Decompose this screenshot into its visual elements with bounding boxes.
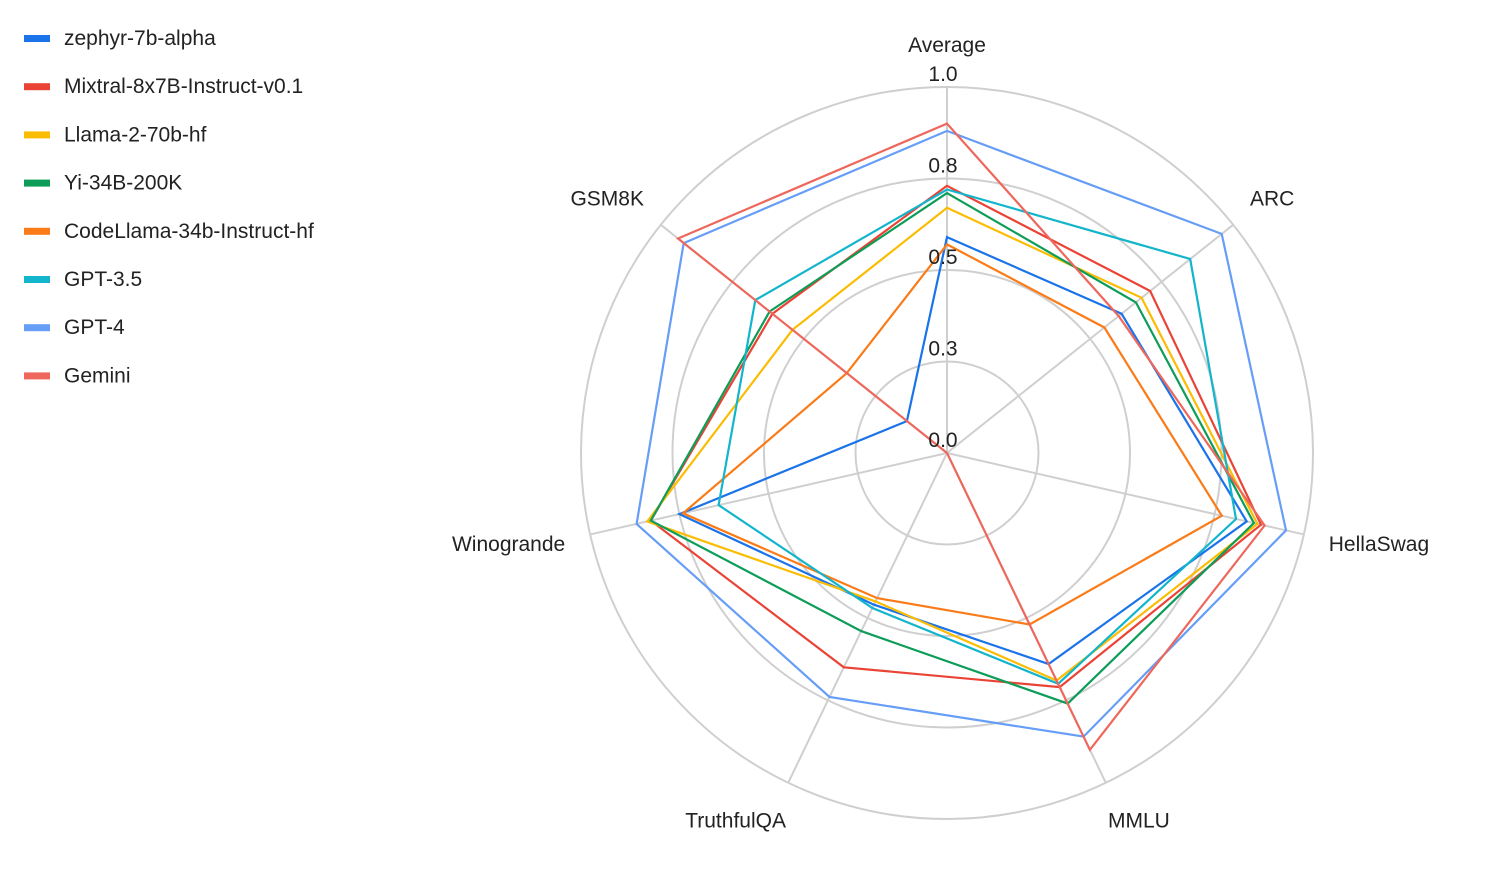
legend-swatch-llama-2-70b-hf — [24, 131, 50, 139]
series-group — [635, 122, 1288, 752]
legend-swatch-zephyr-7b-alpha — [24, 35, 50, 42]
legend: zephyr-7b-alpha Mixtral-8x7B-Instruct-v0.… — [24, 27, 314, 387]
series-gpt-4 — [635, 129, 1288, 738]
axis-label-gsm8k: GSM8K — [570, 188, 644, 211]
tick-label: 1.0 — [928, 63, 957, 86]
legend-swatch-gemini — [24, 372, 50, 380]
tick-label: 0.0 — [928, 429, 957, 452]
tick-label: 0.3 — [928, 338, 957, 361]
axis-spoke-winogrande — [589, 452, 948, 536]
legend-swatch-codellama-34b-instruct-hf — [24, 227, 50, 235]
series-mixtral-8x7b-instruct-v0-1 — [649, 184, 1263, 689]
legend-swatch-yi-34b-200k — [24, 179, 50, 187]
tick-labels: 0.0 0.3 0.5 0.8 1.0 — [928, 63, 957, 452]
legend-label-mixtral-8x7b-instruct-v0-1: Mixtral-8x7B-Instruct-v0.1 — [64, 75, 303, 98]
tick-label: 0.5 — [928, 246, 957, 269]
axis-label-mmlu: MMLU — [1108, 810, 1170, 833]
legend-label-yi-34b-200k: Yi-34B-200K — [64, 172, 182, 195]
legend-label-gpt-4: GPT-4 — [64, 316, 125, 339]
legend-swatch-mixtral-8x7b-instruct-v0-1 — [24, 83, 50, 91]
legend-swatch-gpt-3-5 — [24, 276, 50, 283]
tick-label: 0.8 — [928, 155, 957, 178]
axis-spoke-hellaswag — [946, 452, 1305, 536]
legend-label-gemini: Gemini — [64, 364, 131, 387]
axis-label-hellaswag: HellaSwag — [1329, 533, 1429, 556]
axis-labels: Average ARC HellaSwag MMLU TruthfulQA Winogra… — [452, 34, 1429, 833]
series-gemini — [675, 122, 1266, 752]
axis-spoke-arc — [946, 224, 1234, 454]
legend-label-gpt-3-5: GPT-3.5 — [64, 268, 142, 291]
axis-label-average: Average — [908, 34, 986, 57]
legend-label-codellama-34b-instruct-hf: CodeLlama-34b-Instruct-hf — [64, 220, 314, 243]
legend-label-zephyr-7b-alpha: zephyr-7b-alpha — [64, 27, 216, 50]
axis-label-arc: ARC — [1250, 188, 1294, 211]
series-gpt-3-5 — [717, 188, 1238, 686]
axis-label-truthfulqa: TruthfulQA — [685, 810, 786, 833]
series-yi-34b-200k — [649, 191, 1256, 705]
series-llama-2-70b-hf — [645, 206, 1259, 682]
axis-spoke-truthfulqa — [787, 452, 948, 784]
legend-swatch-gpt-4 — [24, 324, 50, 332]
series-codellama-34b-instruct-hf — [680, 242, 1224, 626]
axis-label-winogrande: Winogrande — [452, 533, 565, 556]
legend-label-llama-2-70b-hf: Llama-2-70b-hf — [64, 123, 207, 146]
